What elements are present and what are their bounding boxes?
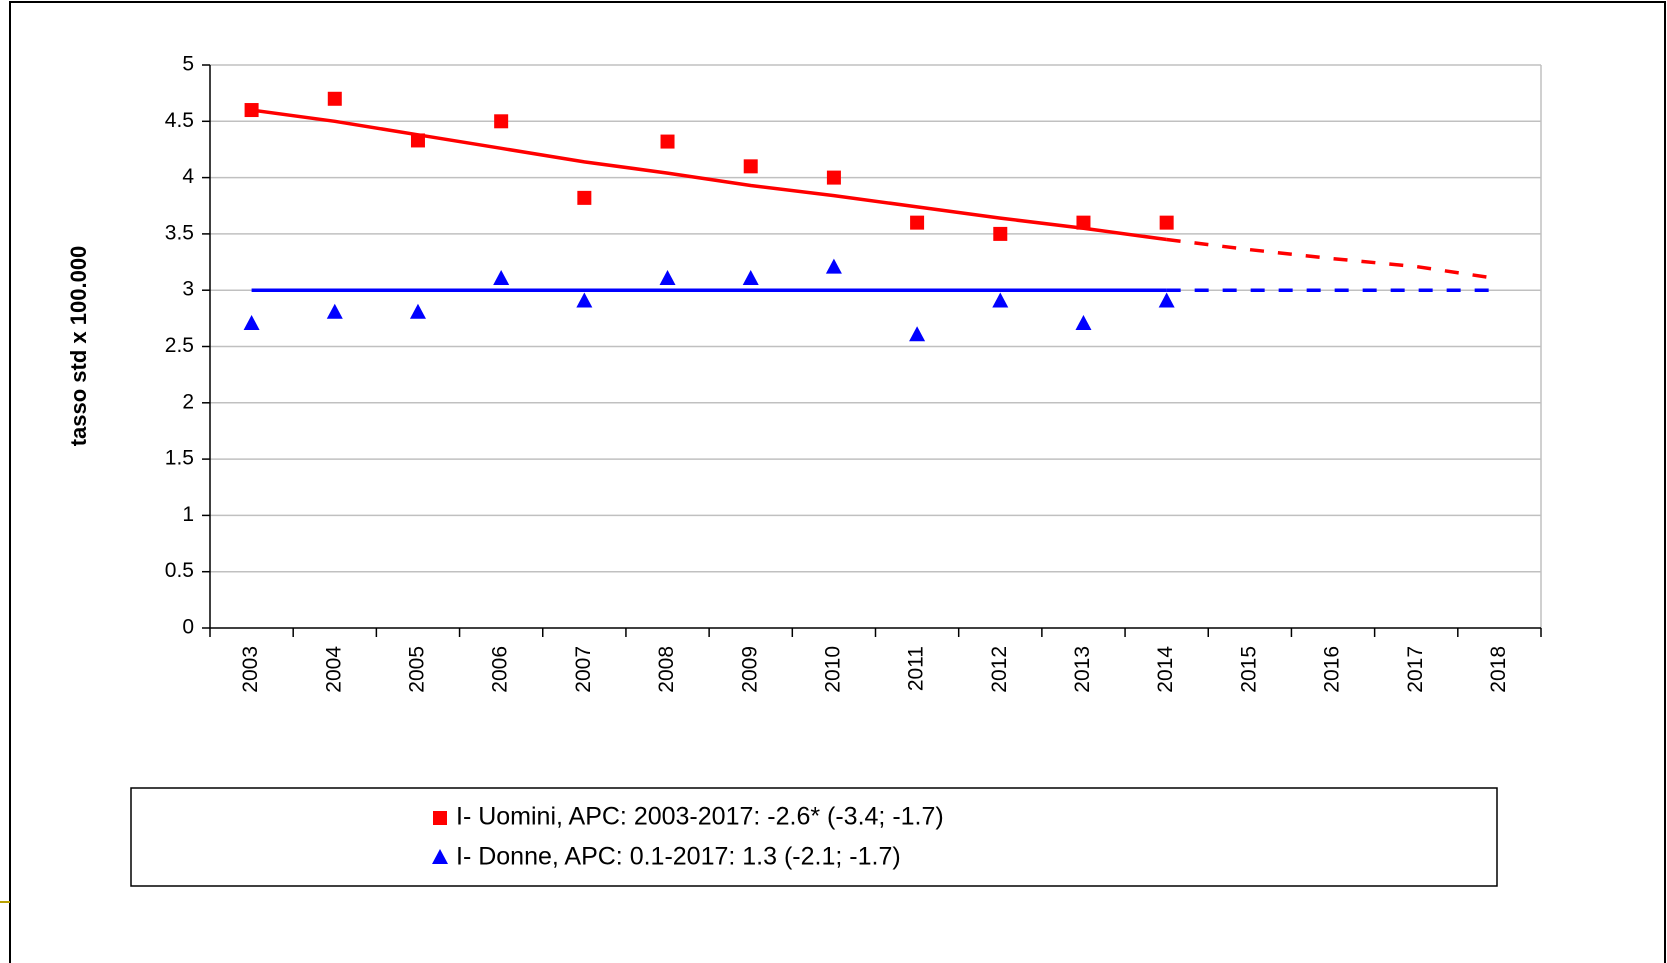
frame <box>9 1 1666 963</box>
marker <box>576 292 593 308</box>
marker <box>826 170 841 185</box>
x-tick-label: 2008 <box>655 646 678 693</box>
marker <box>825 258 842 274</box>
trend-line <box>251 108 1167 242</box>
marker <box>244 103 259 118</box>
legend-marker <box>432 849 448 864</box>
y-tick-label: 1 <box>182 503 194 526</box>
x-tick-label: 2009 <box>738 646 761 693</box>
projection-line <box>1166 237 1500 281</box>
y-tick-label: 0 <box>182 616 194 639</box>
y-tick-label: 1.5 <box>165 447 194 470</box>
marker <box>660 134 675 149</box>
marker <box>577 190 592 205</box>
x-tick-label: 2004 <box>322 646 345 693</box>
y-axis-label: tasso std x 100.000 <box>66 246 91 447</box>
y-tick-label: 4.5 <box>165 109 194 132</box>
marker <box>1075 314 1092 330</box>
x-tick-label: 2005 <box>406 646 429 693</box>
marker <box>992 292 1009 308</box>
marker <box>1076 215 1091 230</box>
x-tick-label: 2011 <box>905 646 928 691</box>
marker <box>909 326 926 342</box>
x-tick-label: 2017 <box>1404 646 1427 693</box>
marker <box>327 91 342 106</box>
marker <box>409 303 426 319</box>
legend-marker <box>433 811 447 825</box>
x-tick-label: 2003 <box>239 646 262 693</box>
legend-label: I- Uomini, APC: 2003-2017: -2.6* (-3.4; … <box>456 803 944 831</box>
y-tick-label: 2.5 <box>165 334 194 357</box>
y-tick-label: 3.5 <box>165 221 194 244</box>
marker <box>993 226 1008 241</box>
marker <box>910 215 925 230</box>
x-tick-label: 2012 <box>988 646 1011 693</box>
legend-box <box>130 787 1498 887</box>
y-tick-label: 0.5 <box>165 559 194 582</box>
marker <box>243 314 260 330</box>
marker <box>742 269 759 285</box>
x-tick-label: 2007 <box>572 646 595 693</box>
marker <box>1159 215 1174 230</box>
marker <box>326 303 343 319</box>
legend-label: I- Donne, APC: 0.1-2017: 1.3 (-2.1; -1.7… <box>456 843 901 871</box>
marker <box>493 269 510 285</box>
marker <box>743 159 758 174</box>
x-tick-label: 2016 <box>1321 646 1344 693</box>
y-tick-label: 3 <box>182 278 194 301</box>
x-tick-label: 2014 <box>1154 646 1177 693</box>
marker <box>1158 292 1175 308</box>
marker <box>410 133 425 148</box>
y-tick-label: 2 <box>182 390 194 413</box>
y-tick-label: 5 <box>182 53 194 76</box>
x-tick-label: 2006 <box>489 646 512 693</box>
marker <box>494 114 509 129</box>
x-tick-label: 2015 <box>1237 646 1260 693</box>
y-tick-label: 4 <box>182 165 194 188</box>
x-tick-label: 2010 <box>821 646 844 693</box>
x-tick-label: 2013 <box>1071 646 1094 693</box>
x-tick-label: 2018 <box>1487 646 1510 693</box>
marker <box>659 269 676 285</box>
